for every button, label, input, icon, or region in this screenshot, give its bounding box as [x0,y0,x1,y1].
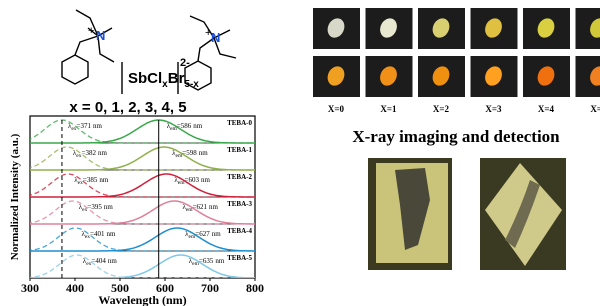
emission-curve [3,174,255,197]
x-tick-label: 400 [66,281,84,295]
excitation-curve [3,174,255,197]
photo-label: X=1 [380,104,397,114]
photo-label: X=0 [328,104,345,114]
panel-name: TEBA-2 [227,173,252,181]
photo-label: X=4 [538,104,555,114]
photo-grid: X=0 X=1 X=2 X=3 X=4 X=5 [313,8,600,114]
x-tick-label: 300 [21,281,39,295]
page: {"structure":{"n":"N","plus":"+","sb":"S… [0,0,600,306]
atom: N [96,28,105,43]
structure: N + N + SbClxBr5-x 2- x = 0, 1, 2, 3, 4,… [62,10,236,116]
y-axis-label: Normalized Intensity (a.u.) [9,133,21,260]
charge: 2- [180,57,190,69]
atom: N [211,30,220,45]
emission-curve [3,147,255,170]
figure: N + N + SbClxBr5-x 2- x = 0, 1, 2, 3, 4,… [0,0,600,306]
panel-name: TEBA-3 [227,200,252,208]
x-tick-label: 700 [201,281,219,295]
photo-label: X=5 [590,104,600,114]
panel-name: TEBA-0 [227,119,252,127]
panel-name: TEBA-4 [227,227,252,235]
x-tick-label: 800 [246,281,264,295]
excitation-curve [3,147,255,170]
panel-name: TEBA-1 [227,146,252,154]
panel-name: TEBA-5 [227,254,252,262]
charge: + [205,27,211,39]
photo-label: X=2 [433,104,450,114]
excitation-curve [3,120,255,143]
photo-label: X=3 [485,104,502,114]
caption: x = 0, 1, 2, 3, 4, 5 [69,99,186,116]
formula: SbClxBr5-x [128,70,199,90]
x-axis-label: Wavelength (nm) [98,293,186,306]
xray-images [368,158,566,270]
section-title: X-ray imaging and detection [352,127,560,146]
charge: + [88,25,94,37]
